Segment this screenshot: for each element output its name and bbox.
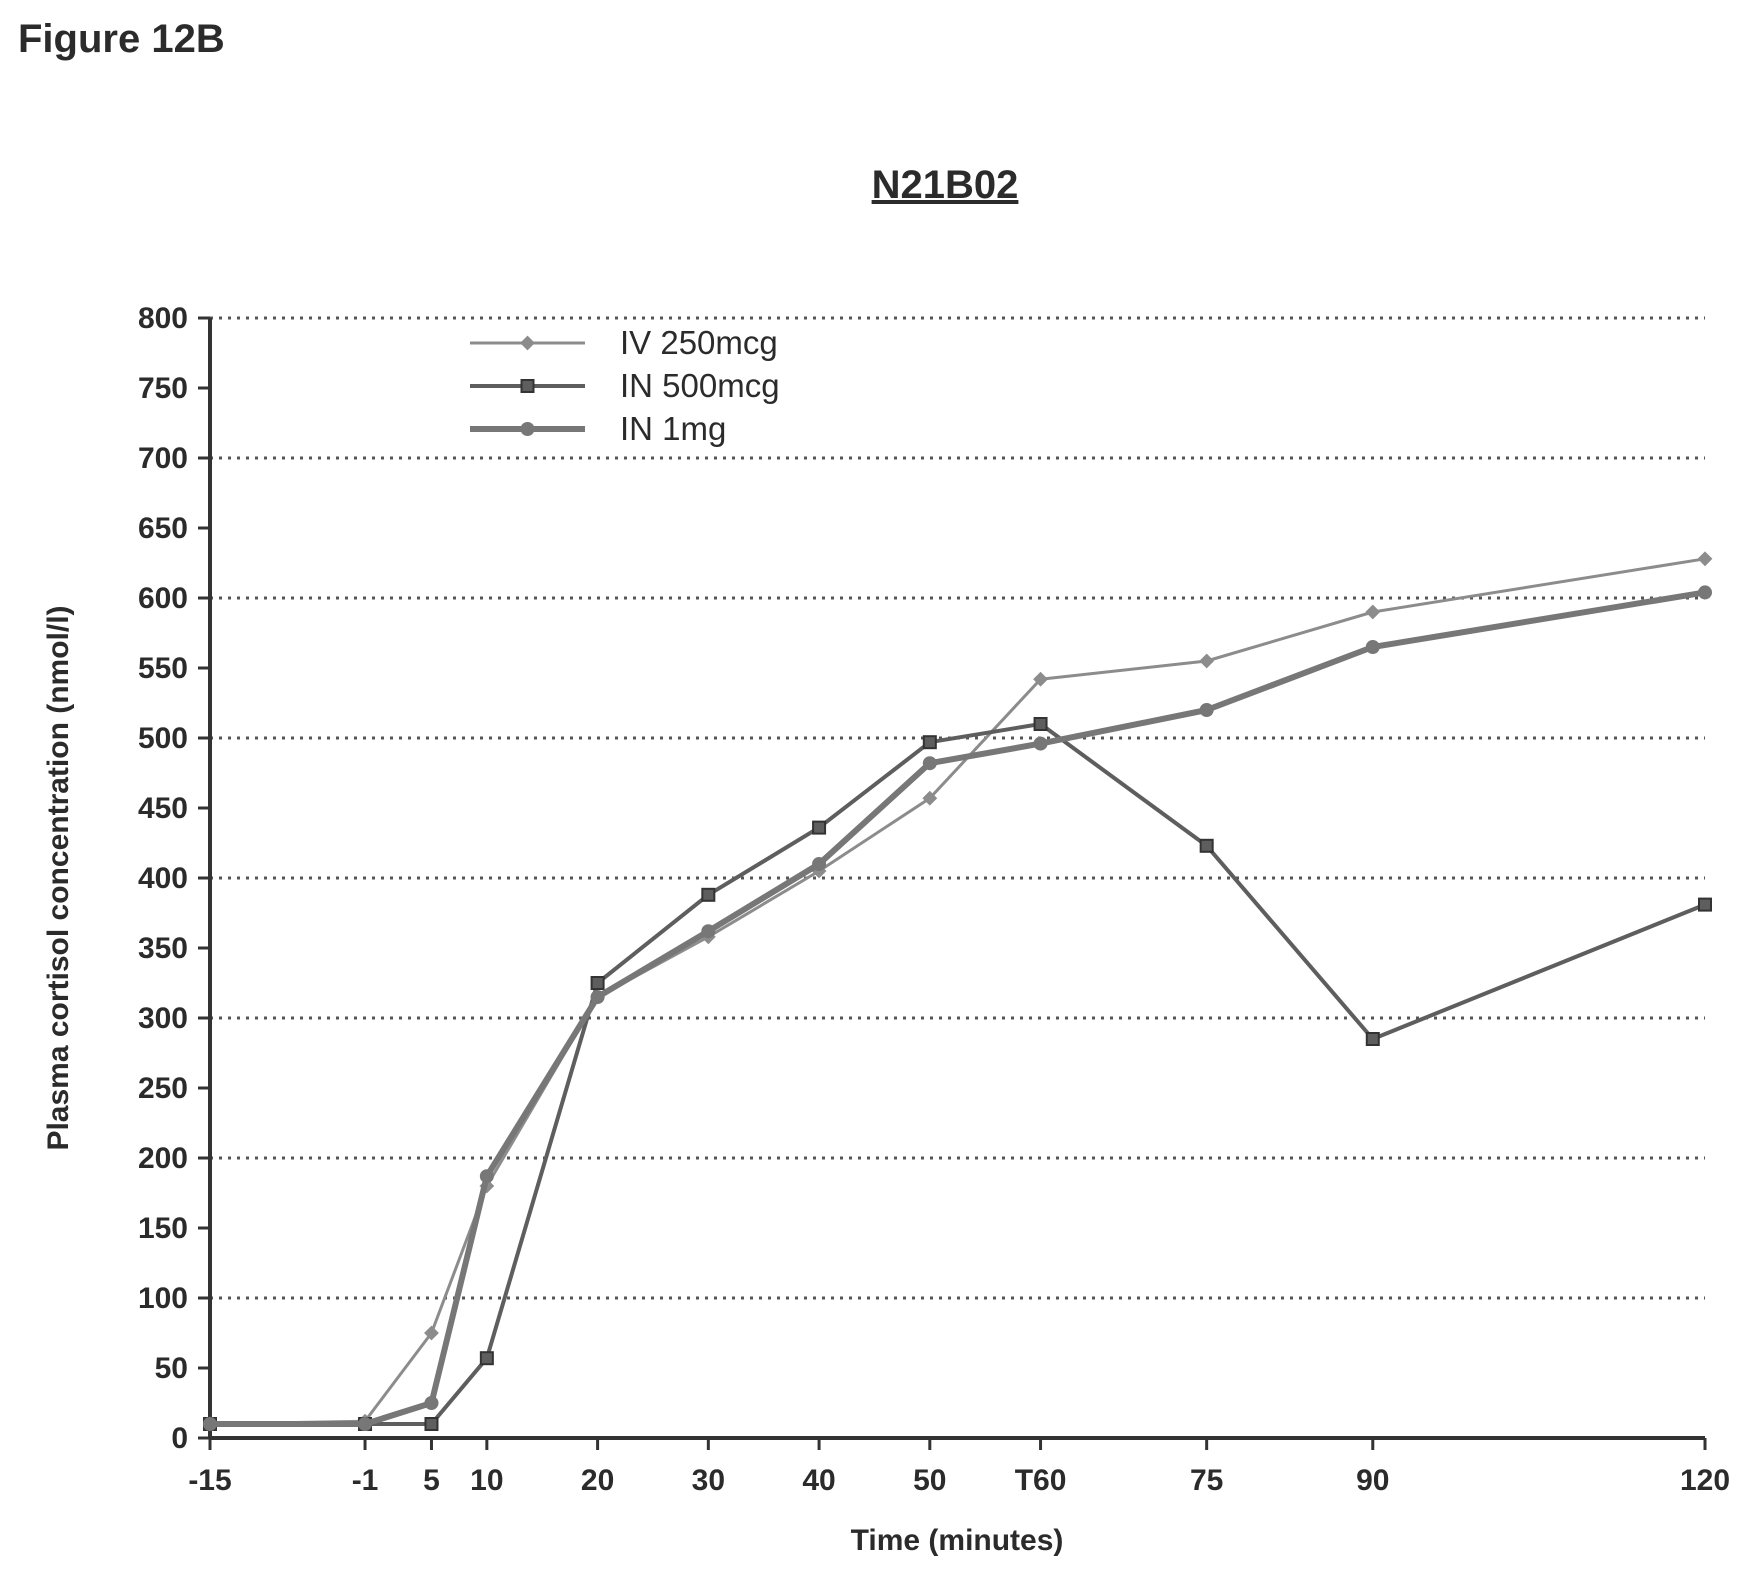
- x-tick-label: 50: [913, 1464, 946, 1497]
- x-tick-label: -15: [188, 1464, 231, 1497]
- data-point: [1698, 897, 1712, 912]
- legend-marker: [520, 379, 535, 393]
- y-tick-label: 50: [155, 1352, 188, 1385]
- data-point: [1697, 551, 1713, 567]
- data-point: [1033, 671, 1048, 687]
- y-tick-label: 700: [138, 442, 188, 475]
- data-point: [424, 1417, 439, 1431]
- y-tick-label: 500: [138, 722, 188, 755]
- x-tick-label: 120: [1680, 1464, 1730, 1497]
- x-tick-label: T60: [1015, 1464, 1067, 1497]
- data-point: [590, 976, 605, 990]
- y-tick-label: 0: [171, 1422, 188, 1455]
- y-tick-label: 550: [138, 652, 188, 685]
- x-tick-label: -1: [352, 1464, 379, 1497]
- data-point: [1365, 1032, 1380, 1046]
- x-tick-label: 40: [802, 1464, 835, 1497]
- x-tick-label: 90: [1356, 1464, 1389, 1497]
- chart-title: N21B02: [872, 163, 1019, 207]
- y-tick-label: 400: [138, 862, 188, 895]
- y-tick-label: 650: [138, 512, 188, 545]
- x-tick-label: 10: [470, 1464, 503, 1497]
- series-3: [203, 585, 1712, 1431]
- series-line: [209, 557, 1706, 1426]
- x-ticks: -15 -1 5 10 20 30 40 50 T60 75 90 120: [188, 1438, 1730, 1497]
- legend-label: IN 1mg: [620, 410, 726, 447]
- series: [202, 551, 1713, 1432]
- legend-item: IN 1mg: [470, 410, 726, 447]
- data-point: [1033, 736, 1048, 751]
- data-point: [1199, 653, 1215, 669]
- legend-marker: [520, 335, 535, 351]
- x-tick-label: 20: [581, 1464, 614, 1497]
- data-point: [701, 887, 716, 902]
- data-point: [1199, 703, 1214, 717]
- grid: [210, 316, 1705, 1300]
- series-line: [210, 722, 1706, 1426]
- data-point: [424, 1325, 439, 1341]
- legend-label: IV 250mcg: [620, 324, 778, 361]
- series-line: [210, 589, 1706, 1427]
- data-point: [424, 1396, 439, 1410]
- legend-item: IV 250mcg: [470, 324, 778, 361]
- y-tick-label: 450: [138, 792, 188, 825]
- data-point: [922, 790, 938, 806]
- data-point: [358, 1417, 373, 1431]
- data-point: [812, 857, 827, 871]
- y-ticks: 0 50 100 150 200 250 300 350 400 450 500 550 600 650 7…: [138, 302, 210, 1455]
- y-tick-label: 300: [138, 1002, 188, 1035]
- y-tick-label: 800: [138, 302, 188, 335]
- figure-label: Figure 12B: [18, 17, 225, 61]
- data-point: [1365, 604, 1381, 620]
- data-point: [479, 1169, 494, 1184]
- series-2: [203, 717, 1712, 1431]
- data-point: [203, 1417, 217, 1431]
- y-tick-label: 200: [138, 1142, 188, 1175]
- data-point: [1698, 585, 1712, 600]
- data-point: [1365, 640, 1380, 654]
- legend-marker: [520, 422, 535, 436]
- legend-label: IN 500mcg: [620, 367, 780, 404]
- legend: IV 250mcg IN 500mcg IN 1mg: [470, 324, 780, 447]
- y-tick-label: 250: [138, 1072, 188, 1105]
- data-point: [922, 756, 937, 771]
- x-tick-label: 5: [423, 1464, 440, 1497]
- data-point: [479, 1351, 494, 1366]
- legend-item: IN 500mcg: [470, 367, 780, 404]
- x-tick-label: 30: [692, 1464, 725, 1497]
- data-point: [701, 924, 716, 939]
- x-tick-label: 75: [1190, 1464, 1223, 1497]
- y-tick-label: 100: [138, 1282, 188, 1315]
- y-axis-label: Plasma cortisol concentration (nmol/l): [42, 605, 75, 1150]
- data-point: [1199, 838, 1214, 853]
- x-axis-label: Time (minutes): [851, 1524, 1064, 1557]
- y-tick-label: 350: [138, 932, 188, 965]
- y-tick-label: 600: [138, 582, 188, 615]
- data-point: [922, 735, 937, 750]
- y-tick-label: 750: [138, 372, 188, 405]
- data-point: [1033, 717, 1048, 731]
- y-tick-label: 150: [138, 1212, 188, 1245]
- data-point: [812, 820, 827, 835]
- data-point: [590, 990, 605, 1004]
